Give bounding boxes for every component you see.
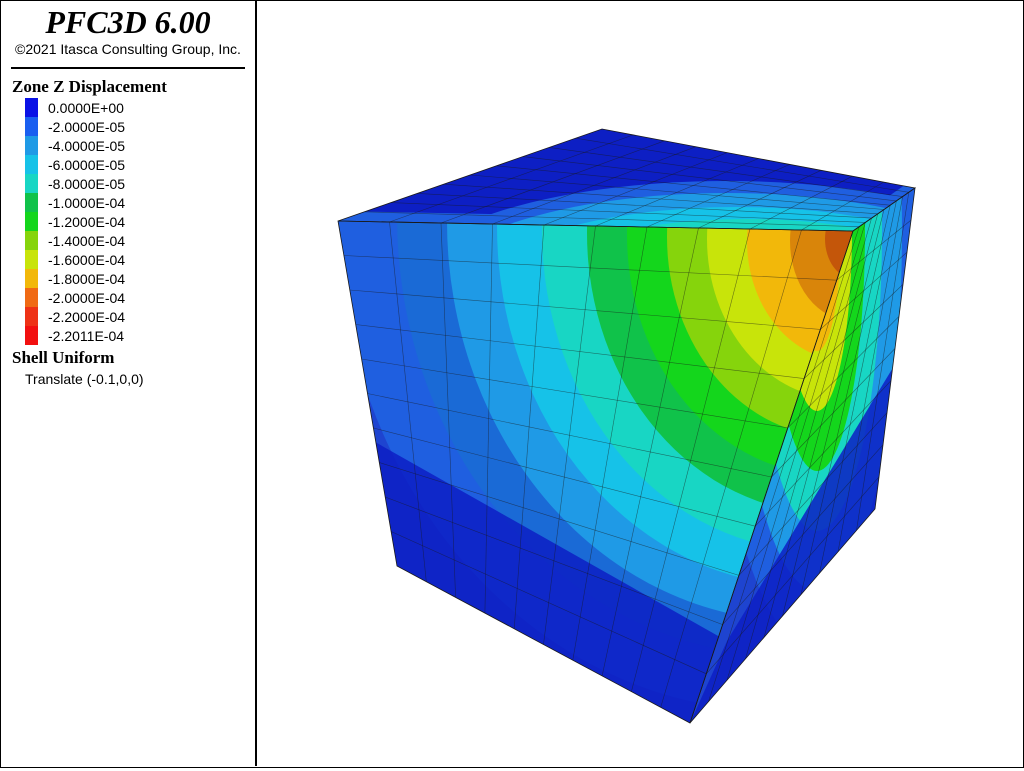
zone-grid-line [800, 205, 891, 595]
zone-grid-line [496, 165, 891, 206]
legend-value-label: -2.0000E-04 [48, 289, 126, 306]
legend-value-label: -8.0000E-05 [48, 175, 126, 192]
zone-grid-line [754, 380, 892, 527]
zone-grid-line [367, 393, 772, 478]
legend-entry: -6.0000E-05 [25, 155, 125, 174]
zone-grid-line [856, 192, 910, 531]
legend-panel: PFC3D 6.00 ©2021 Itasca Consulting Group… [1, 1, 257, 766]
zone-grid-line [801, 181, 884, 231]
legend-entry: -1.8000E-04 [25, 269, 125, 288]
legend-value-label: -2.2000E-04 [48, 308, 126, 325]
zone-displacement-heading: Zone Z Displacement [12, 77, 167, 96]
legend-value-label: -6.0000E-05 [48, 156, 126, 173]
legend-swatch [25, 326, 38, 345]
zone-grid-line [575, 137, 909, 193]
zone-grid-lines [343, 134, 912, 708]
shell-translate-label: Translate (-0.1,0,0) [25, 371, 144, 387]
legend-swatch [25, 117, 38, 136]
legend-swatch [25, 212, 38, 231]
legend-value-label: -1.0000E-04 [48, 194, 126, 211]
zone-grid-line [595, 158, 759, 227]
model-viewport[interactable] [257, 1, 1022, 766]
legend-entry: -8.0000E-05 [25, 174, 125, 193]
legend-entry: -4.0000E-05 [25, 136, 125, 155]
zone-grid-line [698, 170, 822, 229]
copyright-text: ©2021 Itasca Consulting Group, Inc. [15, 41, 241, 57]
legend-swatch [25, 155, 38, 174]
zone-grid-line [390, 531, 707, 675]
legend-swatch [25, 136, 38, 155]
zone-grid-line [771, 348, 896, 478]
legend-entry: -1.2000E-04 [25, 212, 125, 231]
zone-grid-line [601, 227, 699, 676]
legend-entry: -2.0000E-05 [25, 117, 125, 136]
legend-entry: -2.0000E-04 [25, 288, 125, 307]
legend-entry: -1.6000E-04 [25, 250, 125, 269]
zone-grid-line [706, 476, 880, 674]
legend-entry: -1.4000E-04 [25, 231, 125, 250]
title-divider [11, 67, 245, 69]
zone-grid-line [738, 412, 888, 576]
legend-swatch [25, 193, 38, 212]
shell-uniform-heading: Shell Uniform [12, 348, 115, 367]
legend-entry: -1.0000E-04 [25, 193, 125, 212]
zone-grid-line [385, 496, 723, 625]
legend-swatch [25, 98, 38, 117]
zone-grid-line [749, 175, 853, 230]
zone-grid-line [373, 427, 756, 527]
zone-grid-line [837, 196, 903, 552]
contour-legend: 0.0000E+00 -2.0000E-05 -4.0000E-05 -6.0000E… [25, 98, 125, 345]
legend-value-label: -1.8000E-04 [48, 270, 126, 287]
legend-value-label: 0.0000E+00 [48, 99, 124, 116]
cube-top-face [338, 129, 915, 231]
app-title: PFC3D 6.00 [45, 4, 211, 40]
zone-grid-line [379, 462, 739, 576]
zone-grid-line [631, 228, 751, 692]
legend-value-label: -1.2000E-04 [48, 213, 126, 230]
legend-swatch [25, 307, 38, 326]
cube-left-face [338, 221, 853, 723]
legend-entry: -2.2011E-04 [25, 326, 125, 345]
legend-value-label: -2.0000E-05 [48, 118, 126, 135]
zone-grid-line [722, 444, 884, 625]
zone-grid-line [660, 229, 802, 708]
legend-value-label: -2.2011E-04 [48, 327, 125, 344]
zone-grid-line [572, 226, 648, 661]
legend-swatch [25, 288, 38, 307]
contoured-cube-model[interactable] [257, 1, 1022, 766]
legend-swatch [25, 174, 38, 193]
legend-entry: -2.2000E-04 [25, 307, 125, 326]
legend-swatch [25, 250, 38, 269]
legend-swatch [25, 231, 38, 250]
legend-entry: 0.0000E+00 [25, 98, 125, 117]
legend-value-label: -4.0000E-05 [48, 137, 126, 154]
zone-grid-line [549, 147, 903, 197]
cube-edges [337, 128, 917, 724]
legend-value-label: -1.4000E-04 [48, 232, 126, 249]
zone-grid-line [646, 164, 790, 228]
zone-grid-line [522, 156, 897, 202]
legend-value-label: -1.6000E-04 [48, 251, 126, 268]
legend-swatch [25, 269, 38, 288]
zone-grid-line [819, 200, 897, 574]
